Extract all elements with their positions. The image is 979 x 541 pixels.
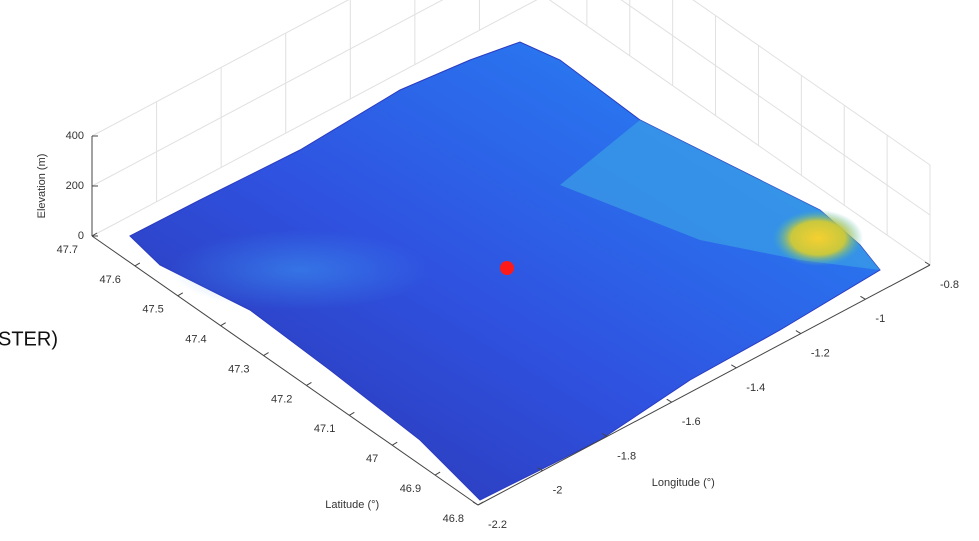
terrain-surface [130, 42, 880, 500]
x-tick [860, 296, 865, 299]
x-tick-label: -0.8 [940, 279, 959, 291]
y-tick [135, 263, 140, 266]
y-tick [435, 472, 440, 475]
x-tick-label: -2 [553, 485, 563, 497]
y-tick [349, 412, 354, 415]
x-tick-label: -2.2 [488, 519, 507, 531]
z-axis-label: Elevation (m) [36, 154, 48, 219]
x-tick-label: -1 [875, 313, 885, 325]
x-tick-label: -1.8 [617, 450, 636, 462]
y-tick-label: 46.8 [443, 513, 464, 525]
y-tick-label: 47.4 [185, 334, 206, 346]
x-tick [925, 262, 930, 265]
y-tick [264, 353, 269, 356]
y-tick [221, 323, 226, 326]
side-text: STER) [0, 328, 58, 350]
z-tick-label: 400 [66, 130, 84, 142]
z-tick-label: 0 [78, 230, 84, 242]
y-tick [306, 382, 311, 385]
y-tick-label: 47 [366, 453, 378, 465]
y-tick [178, 293, 183, 296]
y-tick-label: 46.9 [400, 483, 421, 495]
y-tick-label: 47.6 [99, 274, 120, 286]
x-tick [731, 365, 736, 368]
y-tick-label: 47.7 [57, 244, 78, 256]
x-tick-label: -1.2 [811, 347, 830, 359]
page: 0 200 400 46.8 46.9 47 47.1 47.2 47.3 47.4 47.5 47.… [0, 0, 979, 541]
y-tick [392, 442, 397, 445]
y-tick-label: 47.1 [314, 423, 335, 435]
x-tick [796, 331, 801, 334]
z-tick-label: 200 [66, 180, 84, 192]
x-axis-label: Longitude (°) [652, 477, 715, 489]
x-tick-label: -1.6 [682, 416, 701, 428]
x-tick [473, 502, 478, 505]
chart: 0 200 400 46.8 46.9 47 47.1 47.2 47.3 47.4 47.5 47.… [0, 0, 979, 541]
y-tick-label: 47.2 [271, 393, 292, 405]
y-tick [478, 502, 483, 505]
x-tick-label: -1.4 [746, 382, 765, 394]
x-tick [667, 399, 672, 402]
y-tick-label: 47.3 [228, 363, 249, 375]
y-tick-label: 47.5 [142, 304, 163, 316]
y-axis-label: Latitude (°) [325, 499, 379, 511]
